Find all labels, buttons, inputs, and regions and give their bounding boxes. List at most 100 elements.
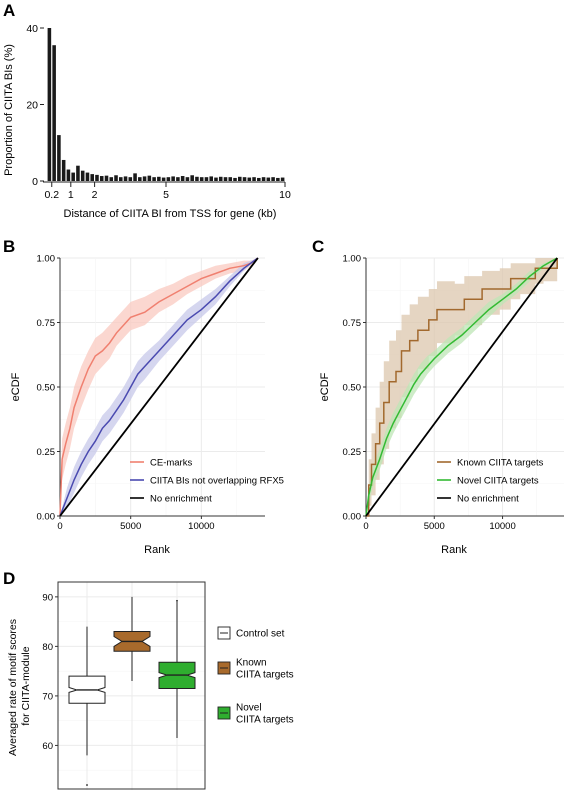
panel-d-ylabel: Averaged rate of motif scores for CIITA-… [7, 616, 32, 756]
x-tick-label: 10 [279, 189, 291, 201]
histogram-bar [119, 177, 123, 181]
legend-label: Novel CIITA targets [457, 476, 539, 487]
y-tick-label: 70 [42, 691, 53, 702]
histogram-bar [280, 177, 285, 181]
legend-label: No enrichment [457, 494, 519, 505]
histogram-bar [152, 177, 156, 181]
histogram-bar [99, 176, 104, 181]
legend-label: Known CIITA targets [457, 458, 544, 469]
y-tick-label: 0.75 [343, 318, 362, 329]
x-tick-label: 1 [68, 189, 74, 201]
histogram-bar [252, 177, 256, 181]
legend-label: No enrichment [150, 494, 212, 505]
histogram-bar [47, 28, 52, 181]
histogram-bar [218, 176, 223, 181]
histogram-bar [185, 177, 190, 181]
histogram-bar [228, 177, 233, 181]
histogram-bar [195, 176, 199, 181]
legend-label: Novel CIITA targets [236, 703, 294, 726]
histogram-bar [161, 177, 166, 181]
legend-label: CE-marks [150, 458, 192, 469]
panel-b-ecdf: eCDF Rank 0.00 0.25 0.50 0.75 1.00 0 5000 10000… [10, 254, 284, 557]
y-tick-label: 1.00 [37, 254, 56, 265]
y-tick-label: 90 [42, 592, 53, 603]
panel-b-ylabel: eCDF [10, 372, 22, 401]
histogram-bar [104, 175, 109, 181]
panel-label-d: D [3, 569, 15, 588]
histogram-bar [76, 165, 80, 181]
histogram-bar [133, 173, 137, 181]
panel-a-xlabel: Distance of CIITA BI from TSS for gene (… [64, 208, 277, 220]
histogram-bar [123, 176, 128, 181]
histogram-bar [271, 177, 275, 181]
histogram-bar [114, 175, 118, 181]
legend-label: Control set [236, 629, 285, 640]
histogram-bar [57, 135, 61, 181]
panel-d-boxplot: Averaged rate of motif scores for CIITA-… [7, 581, 294, 790]
ecdf-series-line [59, 257, 259, 517]
ecdf-series-line [366, 258, 558, 517]
histogram-bar [71, 172, 75, 181]
x-tick-label: 10000 [188, 521, 214, 532]
histogram-bar [190, 175, 194, 181]
histogram-bar [157, 176, 161, 181]
histogram-bar [66, 169, 71, 181]
histogram-bar [247, 177, 252, 181]
histogram-bar [199, 177, 204, 181]
panel-label-b: B [3, 237, 15, 256]
histogram-bar [180, 176, 185, 181]
histogram-bar [261, 177, 266, 181]
panel-label-c: C [312, 237, 324, 256]
histogram-bar [52, 45, 56, 182]
panel-label-a: A [3, 1, 15, 20]
x-tick-label: 0.2 [44, 189, 59, 201]
y-tick-label: 80 [42, 642, 53, 653]
histogram-bar [204, 177, 209, 181]
y-tick-label: 1.00 [343, 254, 362, 265]
histogram-bar [128, 177, 133, 181]
x-tick-label: 2 [92, 189, 98, 201]
y-tick-label: 0.25 [37, 447, 56, 458]
histogram-bar [242, 177, 247, 181]
histogram-bar [176, 177, 180, 181]
histogram-bar [266, 177, 271, 181]
histogram-bar [171, 176, 175, 181]
panel-a-histogram: Proportion of CIITA BIs (%) Distance of … [3, 23, 291, 220]
confidence-band [366, 258, 558, 516]
x-tick-label: 5000 [120, 521, 141, 532]
histogram-bar [109, 177, 114, 181]
panel-border [57, 581, 206, 790]
ecdf-series-line [59, 257, 259, 517]
histogram-bar [233, 177, 237, 181]
histogram-bar [138, 177, 142, 181]
y-tick-label: 40 [26, 23, 38, 35]
histogram-bar [276, 177, 280, 181]
panel-b-xlabel: Rank [144, 544, 170, 556]
y-tick-label: 0.25 [343, 447, 362, 458]
histogram-bar [142, 176, 147, 181]
y-tick-label: 0.00 [37, 512, 56, 523]
y-tick-label: 0.75 [37, 318, 56, 329]
y-tick-label: 0.00 [343, 512, 362, 523]
panel-c-xlabel: Rank [441, 544, 467, 556]
histogram-bar [147, 175, 152, 181]
box-outlier [86, 784, 88, 786]
ecdf-series-line [59, 257, 259, 517]
panel-a-ylabel: Proportion of CIITA BIs (%) [3, 44, 15, 176]
y-tick-label: 60 [42, 741, 53, 752]
histogram-bar [166, 177, 171, 181]
histogram-bar [61, 159, 66, 181]
histogram-bar [95, 174, 99, 181]
legend-label: CIITA BIs not overlapping RFX5 [150, 476, 284, 487]
histogram-bar [223, 177, 228, 181]
box-outlier [176, 599, 178, 602]
x-tick-label: 0 [363, 521, 368, 532]
ecdf-series-line [365, 257, 558, 517]
histogram-bar [85, 172, 90, 181]
y-tick-label: 0.50 [37, 383, 56, 394]
x-tick-label: 5 [163, 189, 169, 201]
ecdf-series-line [365, 257, 558, 517]
x-tick-label: 0 [57, 521, 62, 532]
legend-label: Known CIITA targets [236, 658, 294, 681]
